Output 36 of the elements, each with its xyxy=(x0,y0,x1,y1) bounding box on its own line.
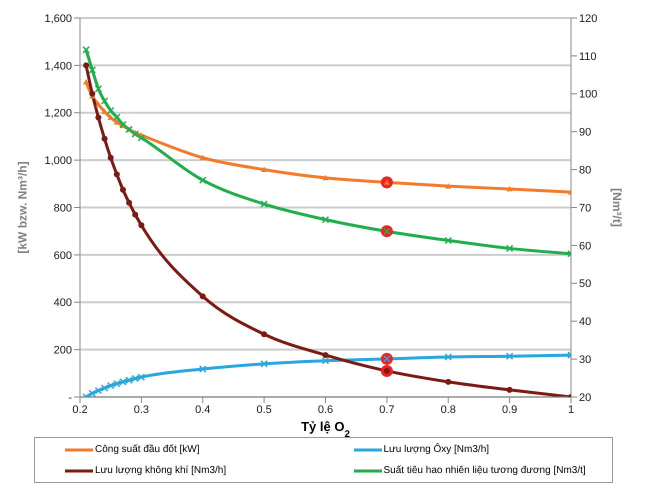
y2-tick-label: 40 xyxy=(579,316,592,328)
y-axis-title: [kW bzw. Nm³/h] xyxy=(15,161,30,254)
y-tick-label: 400 xyxy=(54,297,72,310)
y2-tick-label: 30 xyxy=(579,354,592,366)
y2-tick-label: 110 xyxy=(579,50,597,63)
x-tick-label: 0.8 xyxy=(440,404,456,416)
y-tick-label: 200 xyxy=(54,344,72,357)
y2-tick-label: 100 xyxy=(579,88,598,101)
x-tick-label: 0.6 xyxy=(318,404,334,416)
y-tick-label: - xyxy=(68,392,72,404)
legend-label: Công suất đầu đốt [kW] xyxy=(95,444,200,455)
y-tick-label: 800 xyxy=(54,202,72,214)
y2-tick-label: 60 xyxy=(579,240,592,252)
x-tick-label: 0.2 xyxy=(72,404,88,416)
x-tick-label: 0.3 xyxy=(134,404,150,416)
y2-axis-title: [Nm³/t] xyxy=(610,188,624,227)
x-tick-label: 0.4 xyxy=(195,404,210,416)
y-tick-label: 1,600 xyxy=(44,12,72,25)
y2-tick-label: 20 xyxy=(579,392,592,404)
legend-label: Lưu lượng Ôxy [Nm3/h] xyxy=(384,444,490,455)
y2-tick-label: 80 xyxy=(579,164,592,177)
legend-label: Suất tiêu hao nhiên liệu tương đương [Nm3/t] xyxy=(384,465,586,476)
legend-label: Lưu lượng không khí [Nm3/h] xyxy=(95,465,226,476)
y2-tick-label: 50 xyxy=(579,278,592,290)
x-axis-title: Tỷ lệ O$_{2}$ xyxy=(301,419,350,440)
y2-tick-label: 70 xyxy=(579,202,592,214)
y-tick-label: 1,400 xyxy=(44,60,72,72)
x-tick-label: 0.7 xyxy=(379,404,395,416)
x-tick-label: 0.5 xyxy=(256,404,272,416)
y-tick-label: 1,000 xyxy=(44,155,72,168)
y2-tick-label: 90 xyxy=(579,126,592,139)
y-tick-label: 600 xyxy=(54,250,72,262)
y2-tick-label: 120 xyxy=(579,12,598,25)
x-tick-label: 1 xyxy=(568,404,574,416)
x-tick-label: 0.9 xyxy=(502,404,518,416)
y-tick-label: 1,200 xyxy=(44,108,72,120)
